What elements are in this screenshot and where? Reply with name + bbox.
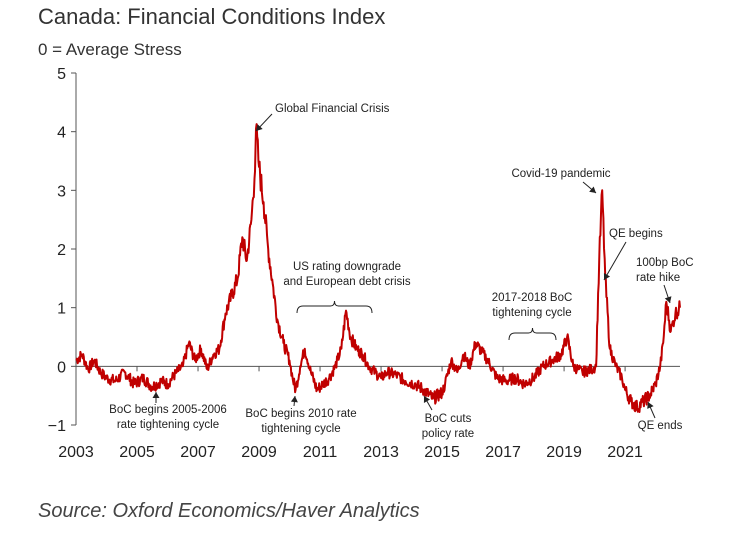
annotation-line: rate tightening cycle: [117, 419, 219, 431]
series-layer: [75, 123, 681, 413]
annotation-text: 2017-2018 BoC tightening cycle: [492, 292, 573, 319]
annotation-text: US rating downgrade and European debt cri…: [283, 261, 410, 288]
annotation-line: Covid-19 pandemic: [511, 168, 610, 180]
x-tick-label: 2007: [180, 444, 216, 461]
annotations: Global Financial Crisis US rating downgra…: [109, 103, 693, 440]
annotation-arrowhead: [290, 396, 298, 403]
annotation-line: QE begins: [609, 228, 663, 240]
axes: −1 0 1 2 3 4 5 2003 2005 2007 2009 2011 2013 2015 2017…: [48, 66, 680, 461]
annotation-text: BoC begins 2010 rate tightening cycle: [245, 408, 356, 435]
annotation-brace: [508, 327, 557, 341]
chart-subtitle: 0 = Average Stress: [38, 40, 182, 59]
annotation-line: QE ends: [638, 420, 683, 432]
annotation-line: 2017-2018 BoC: [492, 292, 573, 304]
annotation-line: BoC begins 2010 rate: [245, 408, 356, 420]
annotation-line: tightening cycle: [261, 423, 340, 435]
y-tick-label: −1: [48, 418, 66, 435]
x-tick-label: 2021: [607, 444, 643, 461]
y-tick-label: 3: [57, 183, 66, 200]
annotation-arrowhead: [256, 124, 263, 131]
annotation-arrowhead: [589, 186, 596, 193]
x-tick-label: 2019: [546, 444, 582, 461]
x-tick-label: 2011: [303, 444, 338, 461]
y-tick-label: 4: [57, 125, 66, 142]
chart-title: Canada: Financial Conditions Index: [38, 4, 386, 29]
annotation-text: Global Financial Crisis: [275, 103, 390, 115]
x-tick-label: 2005: [119, 444, 155, 461]
x-tick-label: 2003: [58, 444, 94, 461]
annotation-text: 100bp BoC rate hike: [636, 257, 694, 284]
annotation-line: US rating downgrade: [293, 261, 401, 273]
annotation-arrow: [603, 241, 627, 281]
annotation-line: BoC begins 2005-2006: [109, 404, 227, 416]
chart-source: Source: Oxford Economics/Haver Analytics: [38, 500, 420, 522]
x-tick-label: 2015: [424, 444, 460, 461]
annotation-line: 100bp BoC: [636, 257, 694, 269]
y-tick-label: 5: [57, 66, 66, 83]
annotation-text: BoC cuts policy rate: [422, 413, 474, 440]
annotation-text: QE begins: [609, 228, 663, 240]
annotation-line: policy rate: [422, 428, 474, 440]
x-tick-label: 2017: [485, 444, 521, 461]
y-tick-label: 1: [57, 301, 66, 318]
annotation-arrowhead: [423, 396, 431, 403]
annotation-line: BoC cuts: [425, 413, 472, 425]
annotation-line: tightening cycle: [492, 307, 571, 319]
annotation-text: QE ends: [638, 420, 683, 432]
annotation-text: Covid-19 pandemic: [511, 168, 610, 180]
annotation-line: Global Financial Crisis: [275, 103, 390, 115]
annotation-text: BoC begins 2005-2006 rate tightening cycl…: [109, 404, 227, 431]
y-tick-label: 0: [57, 359, 66, 376]
x-tick-label: 2013: [363, 444, 399, 461]
annotation-line: and European debt crisis: [283, 276, 410, 288]
x-tick-label: 2009: [241, 444, 277, 461]
annotation-arrowhead: [647, 402, 654, 409]
annotation-line: rate hike: [636, 272, 680, 284]
y-tick-label: 2: [57, 242, 66, 259]
annotation-arrowhead: [152, 392, 160, 398]
annotation-arrowhead: [664, 296, 672, 303]
series-line: [75, 123, 681, 413]
annotation-arrowhead: [603, 273, 611, 280]
annotation-brace: [296, 300, 373, 314]
